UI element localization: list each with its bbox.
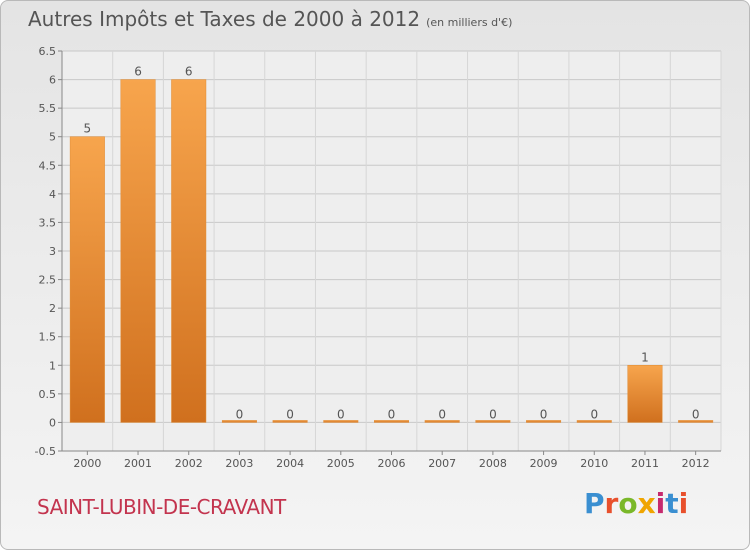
y-tick-label: 2 xyxy=(49,302,56,315)
chart-title: Autres Impôts et Taxes de 2000 à 2012 (en… xyxy=(28,7,512,31)
data-label: 0 xyxy=(692,407,700,421)
bar-2007 xyxy=(424,420,460,423)
x-tick-label: 2007 xyxy=(428,457,456,470)
bar-2006 xyxy=(374,420,409,423)
logo-letter: o xyxy=(618,487,638,520)
y-tick-label: 5.5 xyxy=(39,102,57,115)
logo-letter: x xyxy=(637,487,656,520)
x-tick-label: 2004 xyxy=(276,457,304,470)
bar-2011 xyxy=(627,365,663,423)
data-label: 6 xyxy=(134,65,142,79)
logo-letter: P xyxy=(584,487,605,520)
proxiti-logo[interactable]: Proxiti xyxy=(584,487,688,520)
x-tick-label: 2012 xyxy=(682,457,710,470)
y-tick-label: 1 xyxy=(49,359,56,372)
bar-2009 xyxy=(526,420,562,423)
y-tick-label: 2.5 xyxy=(39,274,57,287)
data-label: 5 xyxy=(84,122,92,136)
bar-2008 xyxy=(475,420,511,423)
x-tick-label: 2006 xyxy=(378,457,406,470)
data-label: 0 xyxy=(388,407,396,421)
data-label: 0 xyxy=(590,407,598,421)
bar-2012 xyxy=(678,420,714,423)
y-tick-label: 0 xyxy=(49,416,56,429)
bar-2010 xyxy=(576,420,612,423)
logo-letter: i xyxy=(655,487,666,520)
y-tick-label: 0.5 xyxy=(39,388,57,401)
data-label: 6 xyxy=(185,65,193,79)
bar-2002 xyxy=(171,79,207,423)
y-tick-label: 4 xyxy=(49,188,56,201)
x-tick-label: 2000 xyxy=(73,457,101,470)
logo-letter: i xyxy=(678,487,689,520)
x-tick-label: 2010 xyxy=(580,457,608,470)
bar-2003 xyxy=(221,420,257,423)
commune-name: SAINT-LUBIN-DE-CRAVANT xyxy=(37,495,286,519)
bar-2001 xyxy=(120,79,156,423)
bar-2000 xyxy=(69,136,105,423)
y-tick-label: 3.5 xyxy=(39,216,57,229)
data-label: 0 xyxy=(337,407,345,421)
y-tick-label: -0.5 xyxy=(35,445,56,458)
x-tick-label: 2001 xyxy=(124,457,152,470)
y-tick-label: 3 xyxy=(49,245,56,258)
x-tick-label: 2005 xyxy=(327,457,355,470)
chart-subtitle: (en milliers d'€) xyxy=(426,16,513,29)
y-tick-label: 6 xyxy=(49,74,56,87)
bar-2005 xyxy=(323,420,359,423)
data-label: 0 xyxy=(286,407,294,421)
x-tick-label: 2003 xyxy=(225,457,253,470)
x-tick-label: 2008 xyxy=(479,457,507,470)
chart-title-text: Autres Impôts et Taxes de 2000 à 2012 xyxy=(28,7,421,31)
logo-letter: t xyxy=(665,487,679,520)
y-tick-label: 6.5 xyxy=(39,45,57,58)
y-tick-label: 1.5 xyxy=(39,331,57,344)
data-label: 0 xyxy=(438,407,446,421)
data-label: 0 xyxy=(540,407,548,421)
data-label: 0 xyxy=(489,407,497,421)
y-tick-label: 5 xyxy=(49,131,56,144)
data-label: 1 xyxy=(641,350,649,364)
x-tick-label: 2011 xyxy=(631,457,659,470)
logo-letter: r xyxy=(604,487,619,520)
x-tick-label: 2002 xyxy=(175,457,203,470)
y-tick-label: 4.5 xyxy=(39,159,57,172)
x-tick-label: 2009 xyxy=(530,457,558,470)
bar-2004 xyxy=(272,420,308,423)
data-label: 0 xyxy=(236,407,244,421)
